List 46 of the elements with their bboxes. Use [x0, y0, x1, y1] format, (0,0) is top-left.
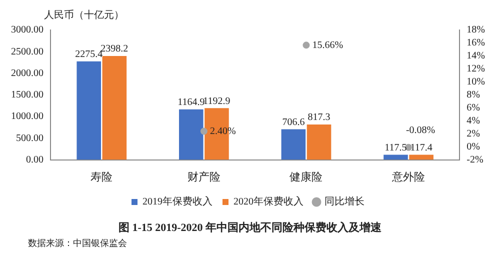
data-label: 117.4 — [410, 142, 432, 154]
bar — [179, 109, 204, 160]
data-label: 15.66% — [312, 40, 344, 51]
text: 图 1-15 2019-2020 年中国内地不同险种保费收入及增速 — [117, 220, 383, 235]
y2-tick-label: 16% — [466, 38, 486, 49]
y-tick-label: 3000.00 — [11, 24, 44, 36]
y2-tick-label: -2% — [466, 154, 484, 166]
bar — [409, 154, 434, 160]
y-tick-label: 0.00 — [26, 154, 44, 166]
data-label: 1192.9 — [203, 96, 230, 107]
x-tick-label: 健康险 — [290, 170, 323, 184]
legend-label: 2020年保费收入 — [234, 196, 304, 208]
y-axis-title: 人民币（十亿元） — [43, 8, 125, 21]
y2-tick-label: 2% — [466, 128, 480, 140]
bar — [306, 124, 332, 160]
y2-tick-label: 6% — [466, 102, 480, 114]
data-label: 2275.4 — [75, 48, 103, 60]
y2-tick-label: 0% — [466, 141, 480, 152]
y2-tick-label: 18% — [466, 24, 486, 36]
point — [200, 128, 208, 135]
y-tick-label: 2000.00 — [11, 68, 44, 79]
y2-tick-label: 10% — [466, 76, 486, 88]
bar — [76, 61, 102, 160]
x-tick-label: 财产险 — [187, 170, 220, 184]
y-tick-label: 1500.00 — [11, 90, 44, 101]
y2-tick-label: 12% — [466, 64, 486, 75]
data-label: -0.08% — [406, 124, 436, 136]
data-label: 706.6 — [282, 116, 305, 128]
y2-tick-label: 8% — [466, 90, 480, 101]
data-label: 817.3 — [308, 112, 330, 124]
y-tick-label: 2500.00 — [11, 46, 44, 58]
bar — [384, 154, 408, 160]
y-tick-label: 1000.00 — [11, 111, 44, 122]
y-tick-label: 500.00 — [16, 132, 44, 144]
data-label: 117.5 — [384, 142, 407, 154]
y2-tick-label: 14% — [466, 50, 486, 62]
source-note: 数据来源：中国银保监会 — [27, 237, 128, 250]
bar — [281, 129, 306, 160]
x-tick-label: 寿险 — [90, 171, 113, 184]
data-label: 1164.9 — [178, 97, 205, 108]
bar — [102, 56, 127, 160]
y2-tick-label: 4% — [466, 115, 480, 126]
point — [302, 42, 310, 49]
x-tick-label: 意外险 — [391, 170, 426, 184]
legend-label: 同比增长 — [324, 196, 364, 208]
legend-label: 2019年保费收入 — [142, 196, 212, 208]
